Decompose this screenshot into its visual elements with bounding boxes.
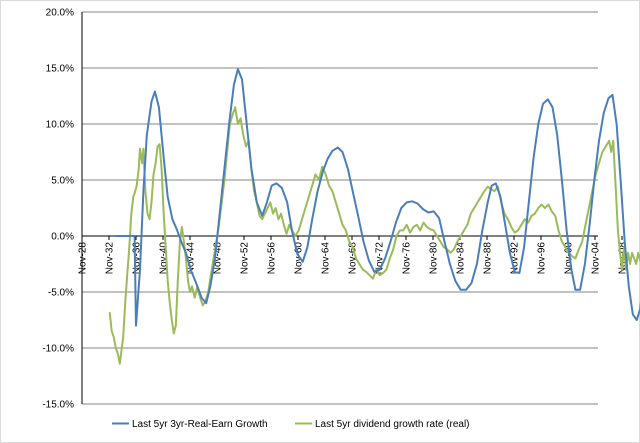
x-tick-label: Nov-84 <box>456 242 467 275</box>
x-tick-label: Nov-48 <box>213 242 224 275</box>
x-tick-label: Nov-36 <box>132 242 143 275</box>
legend-label: Last 5yr dividend growth rate (real) <box>315 419 470 430</box>
x-tick-label: Nov-32 <box>105 242 116 275</box>
x-tick-label: Nov-88 <box>483 242 494 275</box>
x-tick-label: Nov-72 <box>375 242 386 275</box>
legend: Last 5yr 3yr-Real-Earn Growth Last 5yr di… <box>112 419 470 430</box>
x-tick-label: Nov-92 <box>510 242 521 275</box>
x-tick-label: Nov-28 <box>78 242 89 275</box>
y-tick-label: 5.0% <box>51 176 74 187</box>
y-axis-ticks: 20.0% 15.0% 10.0% 5.0% 0.0% -5.0% -10.0% -15.0% <box>42 8 74 411</box>
y-tick-label: -5.0% <box>48 288 74 299</box>
y-tick-label: 0.0% <box>51 232 74 243</box>
y-tick-label: -10.0% <box>42 344 74 355</box>
series-line <box>108 106 640 365</box>
x-tick-label: Nov-80 <box>429 242 440 275</box>
y-tick-label: 20.0% <box>46 8 74 19</box>
x-tick-label: Nov-96 <box>537 242 548 275</box>
x-tick-label: Nov-40 <box>159 242 170 275</box>
x-tick-label: Nov-64 <box>321 242 332 275</box>
y-tick-label: 15.0% <box>46 64 74 75</box>
series-lines <box>108 68 640 365</box>
x-tick-label: Nov-52 <box>240 242 251 275</box>
x-tick-label: Nov-68 <box>348 242 359 275</box>
x-tick-label: Nov-44 <box>186 242 197 275</box>
legend-label: Last 5yr 3yr-Real-Earn Growth <box>132 419 268 430</box>
x-tick-label: Nov-04 <box>591 242 602 275</box>
series-line <box>116 68 640 327</box>
y-tick-label: 10.0% <box>46 120 74 131</box>
y-tick-label: -15.0% <box>42 400 74 411</box>
x-tick-label: Nov-56 <box>267 242 278 275</box>
x-tick-label: Nov-76 <box>402 242 413 275</box>
